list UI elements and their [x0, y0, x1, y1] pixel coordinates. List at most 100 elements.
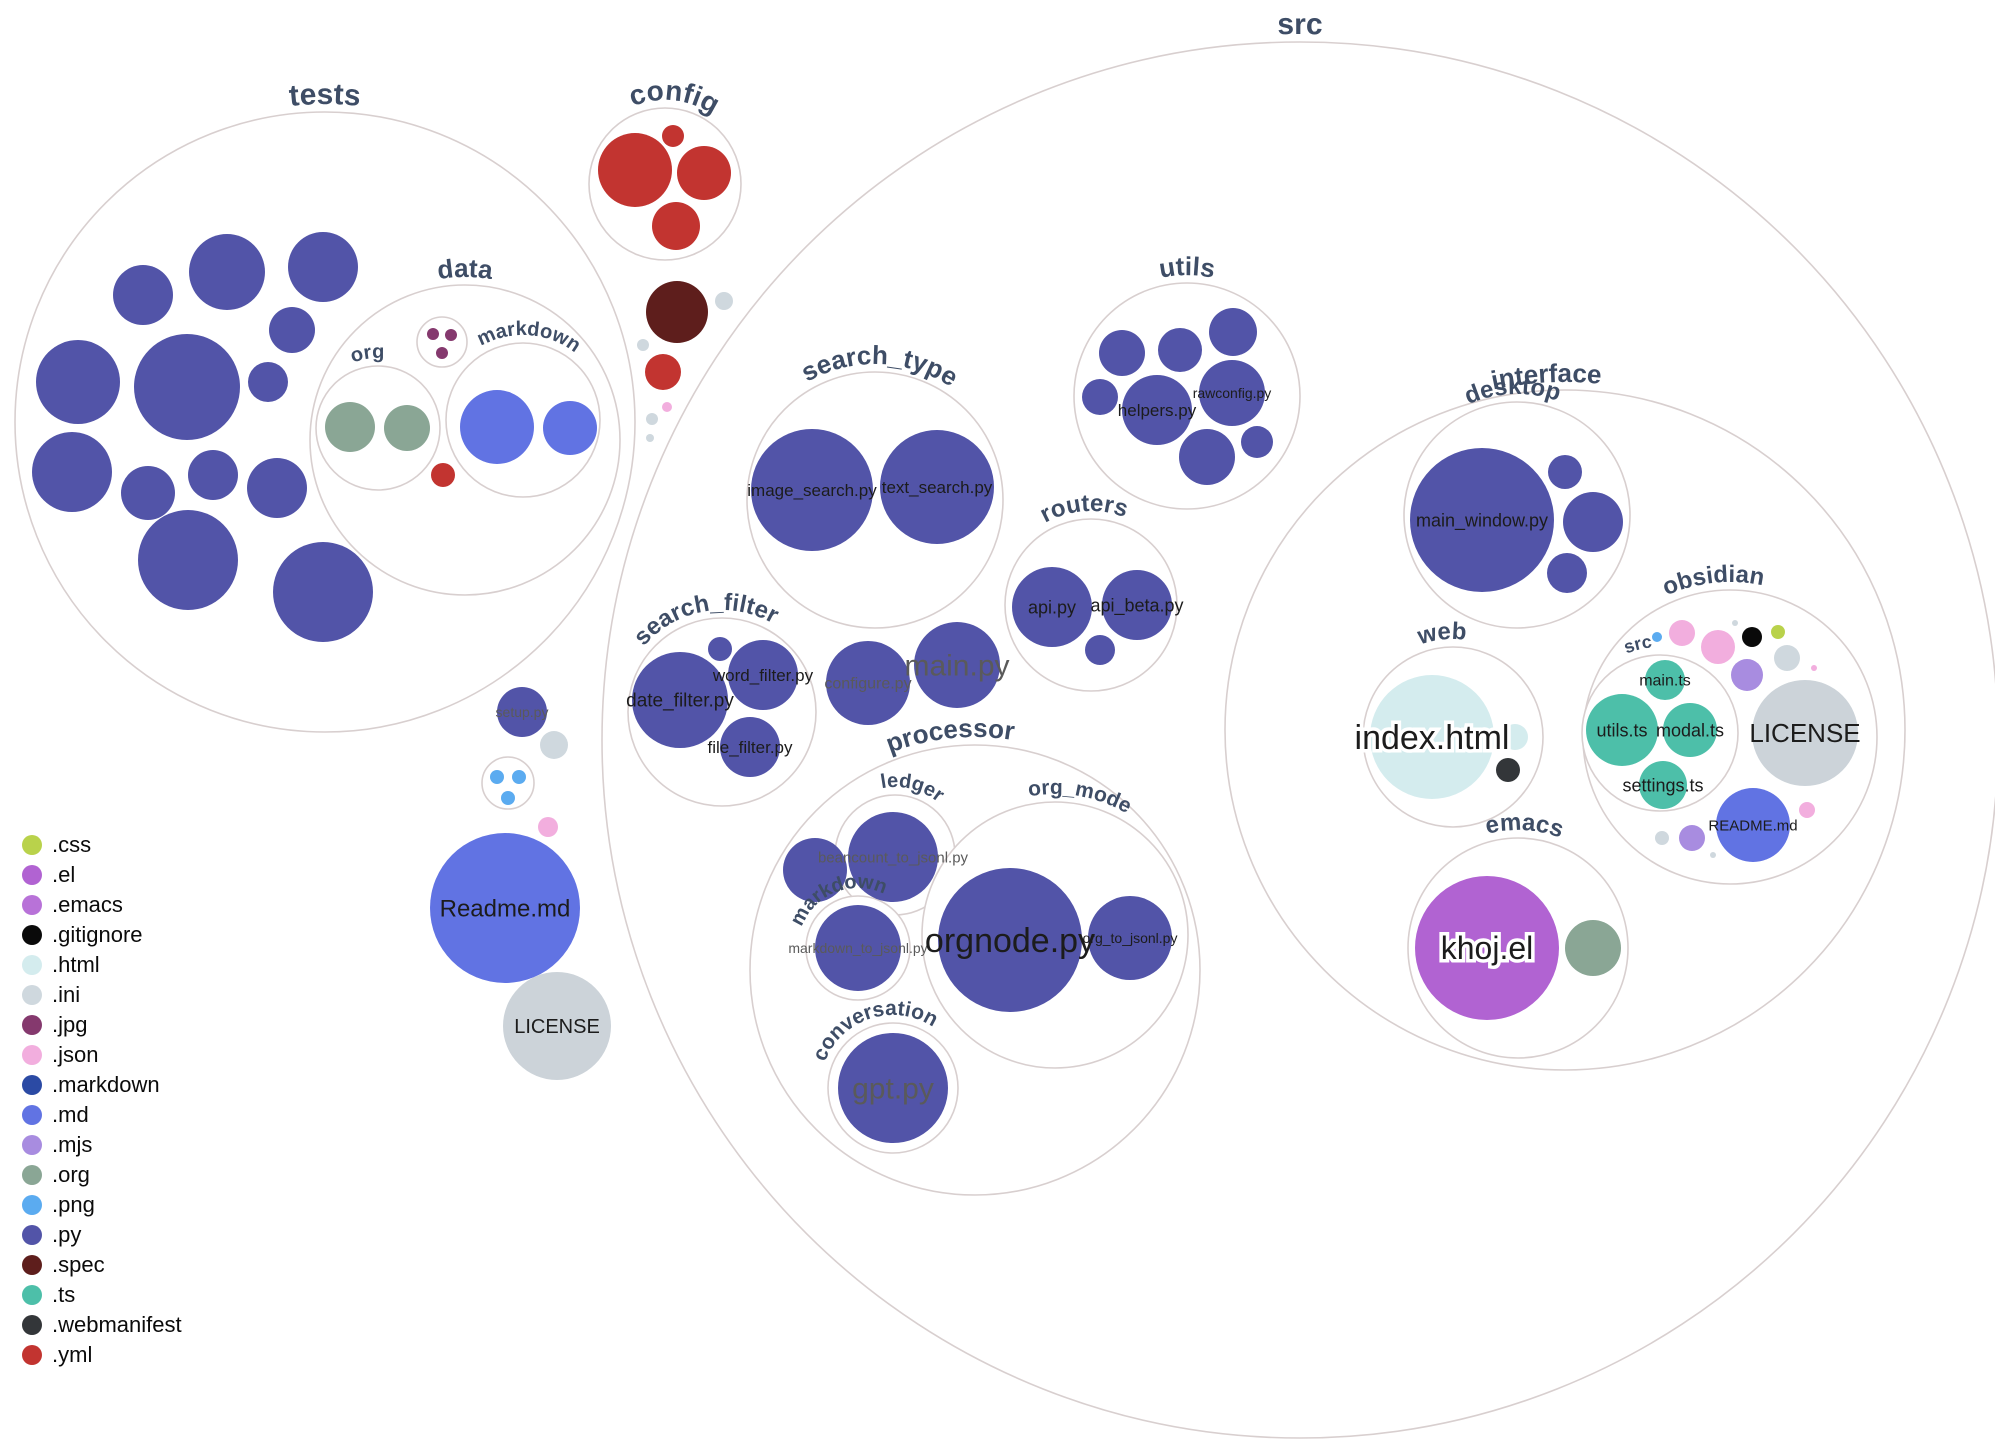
file-circle-md-19[interactable]	[543, 401, 597, 455]
file-circle-yml-21[interactable]	[598, 133, 672, 207]
file-circle-ini-84[interactable]	[1774, 645, 1800, 671]
file-circle-mjs-91[interactable]	[1679, 825, 1705, 851]
file-circle-py-67[interactable]	[1563, 492, 1623, 552]
file-circle-gitignore-82[interactable]	[1742, 627, 1762, 647]
file-circle-ini-33[interactable]	[540, 731, 568, 759]
file-circle-ini-27[interactable]	[637, 339, 649, 351]
file-circle-py-52[interactable]	[1158, 328, 1202, 372]
file-circle-utils.ts[interactable]	[1586, 694, 1658, 766]
file-circle-text_search.py[interactable]	[880, 430, 994, 544]
folder-circle-cluster-4[interactable]	[416, 316, 468, 368]
file-circle-Readme.md[interactable]	[430, 833, 580, 983]
file-circle-py-9[interactable]	[188, 450, 238, 500]
file-circle-css-83[interactable]	[1771, 625, 1785, 639]
file-circle-jpg-14[interactable]	[445, 329, 457, 341]
file-circle-py-51[interactable]	[1099, 330, 1145, 376]
folder-circle-cluster-6[interactable]	[481, 756, 535, 810]
file-circles-layer	[32, 125, 1858, 1143]
file-circle-json-29[interactable]	[662, 402, 672, 412]
file-circle-org_to_jsonl.py[interactable]	[1088, 896, 1172, 980]
file-circle-py-6[interactable]	[248, 362, 288, 402]
file-circle-md-18[interactable]	[460, 390, 534, 464]
file-circle-configure.py[interactable]	[826, 641, 910, 725]
file-circle-py-54[interactable]	[1082, 379, 1118, 415]
file-circle-py-12[interactable]	[273, 542, 373, 642]
file-circle-LICENSE[interactable]	[1752, 680, 1858, 786]
file-circle-py-4[interactable]	[36, 340, 120, 424]
file-circle-py-45[interactable]	[708, 637, 732, 661]
file-circle-py-7[interactable]	[32, 432, 112, 512]
file-circle-jpg-15[interactable]	[436, 347, 448, 359]
legend-swatch-markdown	[22, 1075, 42, 1095]
file-circle-json-89[interactable]	[1799, 802, 1815, 818]
file-circle-main_window.py[interactable]	[1410, 448, 1554, 592]
file-circle-api_beta.py[interactable]	[1102, 570, 1172, 640]
file-circle-word_filter.py[interactable]	[728, 640, 798, 710]
file-circle-png-35[interactable]	[512, 770, 526, 784]
folder-circle-interface[interactable]	[1224, 389, 1906, 1071]
file-circle-py-58[interactable]	[1241, 426, 1273, 458]
file-circle-beancount_to_jsonl.py[interactable]	[848, 812, 938, 902]
file-circle-image_search.py[interactable]	[751, 429, 873, 551]
file-circle-py-68[interactable]	[1547, 553, 1587, 593]
file-circle-png-36[interactable]	[501, 791, 515, 805]
file-circle-setup.py[interactable]	[497, 687, 547, 737]
file-circle-ini-26[interactable]	[715, 292, 733, 310]
file-circle-py-2[interactable]	[113, 265, 173, 325]
file-circle-ini-31[interactable]	[646, 434, 654, 442]
folder-circle-org[interactable]	[315, 365, 441, 491]
file-circle-py-3[interactable]	[269, 307, 315, 353]
file-circle-modal.ts[interactable]	[1663, 703, 1717, 757]
file-circle-py-50[interactable]	[1085, 635, 1115, 665]
file-circle-json-79[interactable]	[1669, 620, 1695, 646]
file-circle-main.py[interactable]	[914, 622, 1000, 708]
file-circle-date_filter.py[interactable]	[632, 652, 728, 748]
file-circle-yml-28[interactable]	[645, 354, 681, 390]
file-circle-LICENSE[interactable]	[503, 972, 611, 1080]
file-circle-py-11[interactable]	[138, 510, 238, 610]
file-circle-rawconfig.py[interactable]	[1199, 360, 1265, 426]
file-circle-jpg-13[interactable]	[427, 328, 439, 340]
file-circle-png-34[interactable]	[490, 770, 504, 784]
file-circle-ini-30[interactable]	[646, 413, 658, 425]
file-circle-ini-90[interactable]	[1655, 831, 1669, 845]
file-circle-api.py[interactable]	[1012, 567, 1092, 647]
file-circle-org-16[interactable]	[325, 402, 375, 452]
file-circle-main.ts[interactable]	[1645, 660, 1685, 700]
file-circle-json-80[interactable]	[1701, 630, 1735, 664]
file-circle-org-17[interactable]	[384, 405, 430, 451]
file-circle-org-73[interactable]	[1565, 920, 1621, 976]
file-circle-yml-23[interactable]	[677, 146, 731, 200]
file-circle-yml-24[interactable]	[652, 202, 700, 250]
file-circle-py-53[interactable]	[1209, 308, 1257, 356]
file-circle-mjs-86[interactable]	[1731, 659, 1763, 691]
file-circle-json-37[interactable]	[538, 817, 558, 837]
file-circle-py-0[interactable]	[189, 234, 265, 310]
file-circle-README.md[interactable]	[1716, 788, 1790, 862]
file-circle-png-78[interactable]	[1652, 632, 1662, 642]
file-circle-yml-20[interactable]	[431, 463, 455, 487]
file-circle-yml-22[interactable]	[662, 125, 684, 147]
file-circle-file_filter.py[interactable]	[720, 717, 780, 777]
file-circle-webmanifest-71[interactable]	[1496, 758, 1520, 782]
file-circle-py-66[interactable]	[1548, 455, 1582, 489]
file-circle-ini-92[interactable]	[1710, 852, 1716, 858]
file-circle-py-8[interactable]	[121, 466, 175, 520]
file-circle-index.html[interactable]	[1370, 675, 1494, 799]
file-circle-py-57[interactable]	[1179, 429, 1235, 485]
file-circle-spec-25[interactable]	[646, 281, 708, 343]
file-circle-html-70[interactable]	[1502, 724, 1528, 750]
file-circle-helpers.py[interactable]	[1122, 375, 1192, 445]
file-circle-py-59[interactable]	[783, 838, 847, 902]
file-circle-ini-81[interactable]	[1732, 620, 1738, 626]
folder-circle-src[interactable]	[1581, 654, 1739, 812]
file-circle-json-85[interactable]	[1811, 665, 1817, 671]
file-circle-py-5[interactable]	[134, 334, 240, 440]
file-circle-py-10[interactable]	[247, 458, 307, 518]
file-circle-khoj.el[interactable]	[1415, 876, 1559, 1020]
file-circle-settings.ts[interactable]	[1639, 761, 1687, 809]
file-circle-py-1[interactable]	[288, 232, 358, 302]
file-circle-gpt.py[interactable]	[838, 1033, 948, 1143]
file-circle-orgnode.py[interactable]	[938, 868, 1082, 1012]
file-circle-markdown_to_jsonl.py[interactable]	[815, 905, 901, 991]
